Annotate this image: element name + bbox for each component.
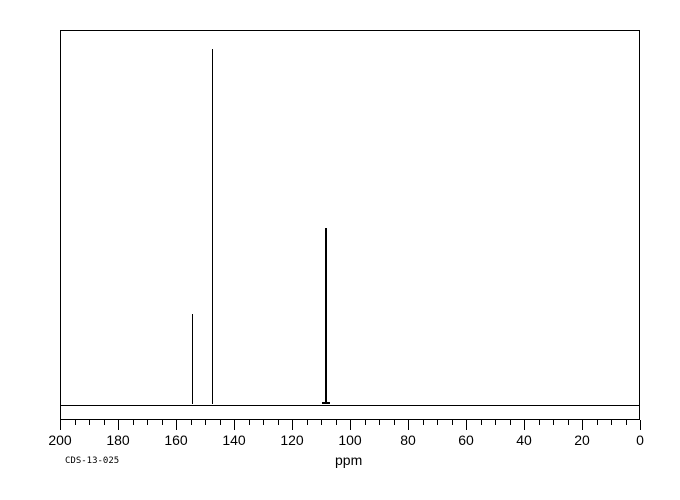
tick-minor — [278, 420, 279, 425]
tick-minor — [263, 420, 264, 425]
nmr-chart-container: ppm CDS-13-025 2001801601401201008060402… — [0, 0, 680, 500]
tick-major — [118, 420, 119, 430]
tick-minor — [495, 420, 496, 425]
peak-base-2 — [322, 402, 330, 404]
tick-label: 100 — [338, 432, 361, 448]
tick-minor — [104, 420, 105, 425]
tick-minor — [249, 420, 250, 425]
peak-0 — [192, 314, 193, 404]
tick-minor — [147, 420, 148, 425]
tick-minor — [321, 420, 322, 425]
tick-minor — [220, 420, 221, 425]
tick-minor — [626, 420, 627, 425]
tick-minor — [133, 420, 134, 425]
tick-label: 120 — [280, 432, 303, 448]
tick-minor — [162, 420, 163, 425]
tick-minor — [307, 420, 308, 425]
tick-minor — [75, 420, 76, 425]
tick-label: 140 — [222, 432, 245, 448]
tick-major — [350, 420, 351, 430]
tick-major — [292, 420, 293, 430]
tick-minor — [539, 420, 540, 425]
baseline — [61, 405, 639, 406]
tick-label: 80 — [400, 432, 416, 448]
tick-label: 160 — [164, 432, 187, 448]
x-axis-label: ppm — [335, 452, 362, 468]
tick-minor — [481, 420, 482, 425]
tick-label: 60 — [458, 432, 474, 448]
tick-minor — [191, 420, 192, 425]
tick-minor — [89, 420, 90, 425]
tick-minor — [394, 420, 395, 425]
tick-major — [466, 420, 467, 430]
tick-minor — [336, 420, 337, 425]
tick-label: 0 — [636, 432, 644, 448]
tick-minor — [423, 420, 424, 425]
tick-label: 200 — [48, 432, 71, 448]
tick-major — [582, 420, 583, 430]
tick-major — [176, 420, 177, 430]
peak-2 — [325, 228, 327, 404]
tick-label: 40 — [516, 432, 532, 448]
tick-major — [60, 420, 61, 430]
tick-minor — [611, 420, 612, 425]
tick-minor — [553, 420, 554, 425]
tick-minor — [365, 420, 366, 425]
tick-major — [524, 420, 525, 430]
footer-label: CDS-13-025 — [65, 456, 119, 466]
tick-major — [408, 420, 409, 430]
peak-1 — [212, 49, 213, 404]
tick-minor — [452, 420, 453, 425]
tick-major — [640, 420, 641, 430]
tick-major — [234, 420, 235, 430]
tick-label: 180 — [106, 432, 129, 448]
tick-minor — [205, 420, 206, 425]
tick-minor — [597, 420, 598, 425]
tick-minor — [437, 420, 438, 425]
tick-minor — [568, 420, 569, 425]
plot-area — [60, 30, 640, 420]
tick-minor — [510, 420, 511, 425]
tick-minor — [379, 420, 380, 425]
tick-label: 20 — [574, 432, 590, 448]
